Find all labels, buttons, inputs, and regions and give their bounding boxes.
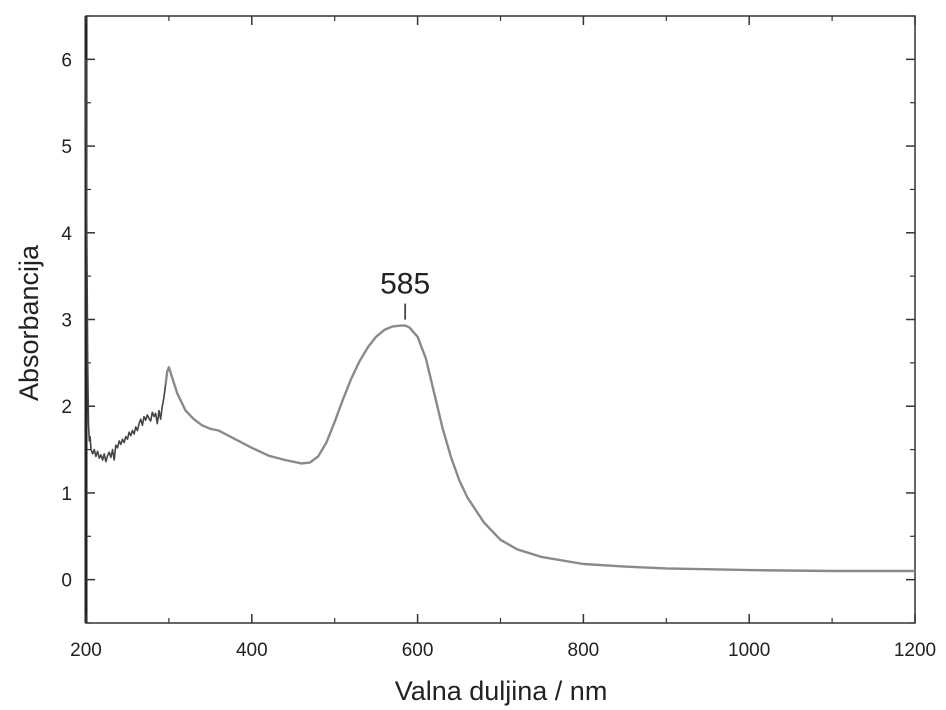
x-tick-label: 200 <box>70 640 102 661</box>
y-tick-label: 6 <box>61 50 72 71</box>
x-tick-label: 800 <box>568 640 600 661</box>
y-tick-label: 3 <box>61 311 72 332</box>
spectrum-series <box>85 59 915 573</box>
y-axis-title: Absorbancija <box>14 244 44 401</box>
y-tick-label: 0 <box>61 571 72 592</box>
x-axis-title: Valna duljina / nm <box>395 676 608 706</box>
plot-frame <box>84 15 916 624</box>
x-tick-label: 600 <box>402 640 434 661</box>
y-tick-label: 2 <box>61 397 72 418</box>
x-tick-label: 400 <box>236 640 268 661</box>
y-tick-label: 1 <box>61 484 72 505</box>
axis-ticks: 200 400 600 800 1000 1200 0 1 2 3 4 5 6 <box>61 15 936 661</box>
y-tick-label: 4 <box>61 224 72 245</box>
x-tick-label: 1200 <box>894 640 936 661</box>
plot-border <box>85 15 916 624</box>
peak-annotation: 585 <box>380 268 430 320</box>
spectrum-line <box>164 324 915 573</box>
x-tick-label: 1000 <box>728 640 770 661</box>
spectrum-line-noisy <box>85 59 168 463</box>
peak-label: 585 <box>380 268 430 301</box>
y-tick-label: 5 <box>61 137 72 158</box>
